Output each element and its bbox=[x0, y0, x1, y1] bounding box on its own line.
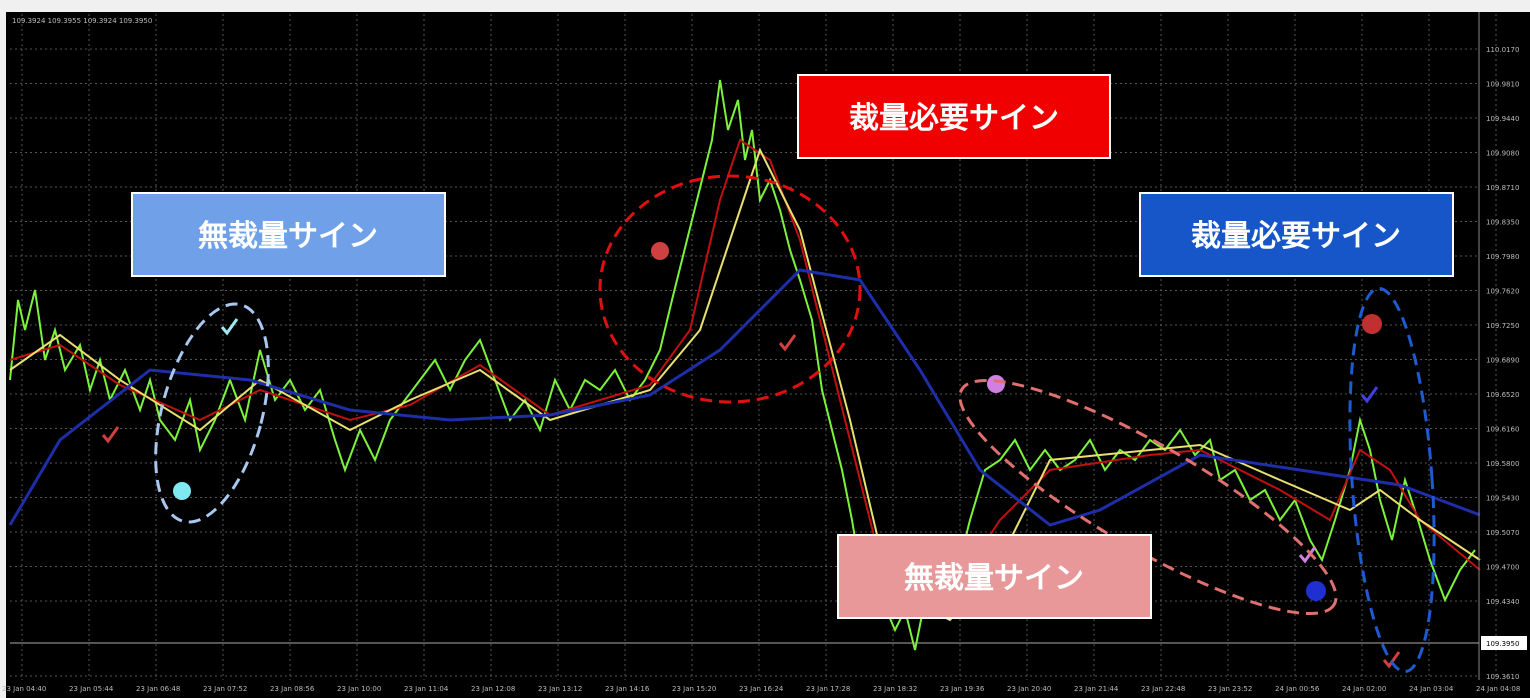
time-label: 23 Jan 19:36 bbox=[940, 685, 985, 693]
annotation-box bbox=[797, 74, 1111, 159]
signal-icon bbox=[173, 482, 191, 500]
time-label: 23 Jan 11:04 bbox=[404, 685, 449, 693]
price-label: 109.3610 bbox=[1486, 673, 1519, 681]
signal-icon bbox=[1362, 314, 1382, 334]
chart-area bbox=[6, 12, 1530, 698]
current-price: 109.3950 bbox=[1486, 640, 1519, 648]
price-label: 109.8350 bbox=[1486, 219, 1519, 227]
annotation-label: 無裁量サイン bbox=[904, 561, 1084, 596]
highlight-ellipse bbox=[1348, 286, 1436, 674]
price-label: 109.6890 bbox=[1486, 357, 1519, 365]
time-label: 23 Jan 21:44 bbox=[1074, 685, 1119, 693]
price-label: 109.9080 bbox=[1486, 150, 1519, 158]
price-label: 109.6520 bbox=[1486, 391, 1519, 399]
time-label: 23 Jan 13:12 bbox=[538, 685, 582, 693]
time-label: 23 Jan 08:56 bbox=[270, 685, 315, 693]
annotation-box bbox=[837, 534, 1152, 619]
price-label: 109.7980 bbox=[1486, 253, 1519, 261]
price-label: 109.9440 bbox=[1486, 115, 1519, 123]
price-label: 109.4700 bbox=[1486, 564, 1519, 572]
ma-blue bbox=[8, 268, 1481, 527]
highlight-ellipse bbox=[154, 302, 270, 524]
price-label: 109.7620 bbox=[1486, 288, 1519, 296]
time-label: 23 Jan 12:08 bbox=[471, 685, 515, 693]
signal-icon bbox=[987, 375, 1005, 393]
annotation-label: 無裁量サイン bbox=[198, 219, 378, 254]
time-label: 24 Jan 04:08 bbox=[1476, 685, 1520, 693]
time-label: 23 Jan 04:40 bbox=[2, 685, 46, 693]
price-label: 109.4340 bbox=[1486, 598, 1519, 606]
time-label: 23 Jan 17:28 bbox=[806, 685, 850, 693]
highlight-ellipse bbox=[598, 174, 862, 404]
time-label: 23 Jan 14:16 bbox=[605, 685, 650, 693]
time-label: 23 Jan 10:00 bbox=[337, 685, 381, 693]
price-label: 109.9810 bbox=[1486, 81, 1519, 89]
time-label: 24 Jan 03:04 bbox=[1409, 685, 1454, 693]
price-label: 109.6160 bbox=[1486, 426, 1519, 434]
time-label: 23 Jan 06:48 bbox=[136, 685, 180, 693]
check-icon bbox=[101, 426, 120, 444]
time-label: 23 Jan 20:40 bbox=[1007, 685, 1051, 693]
price-label: 109.5070 bbox=[1486, 529, 1519, 537]
check-icon bbox=[1360, 386, 1379, 404]
time-label: 23 Jan 18:32 bbox=[873, 685, 917, 693]
price-label: 109.5800 bbox=[1486, 460, 1519, 468]
time-label: 24 Jan 02:00 bbox=[1342, 685, 1386, 693]
annotation-box bbox=[131, 192, 446, 277]
price-label: 109.7250 bbox=[1486, 322, 1519, 330]
signal-icon bbox=[651, 242, 669, 260]
price-label: 109.5430 bbox=[1486, 495, 1519, 503]
time-label: 23 Jan 22:48 bbox=[1141, 685, 1185, 693]
time-label: 23 Jan 16:24 bbox=[739, 685, 784, 693]
check-icon bbox=[1382, 651, 1401, 669]
ma-red bbox=[9, 138, 1481, 612]
time-label: 23 Jan 07:52 bbox=[203, 685, 247, 693]
check-icon bbox=[1298, 546, 1317, 564]
signal-icon bbox=[1306, 581, 1326, 601]
current-price-box bbox=[1481, 636, 1527, 650]
annotation-box bbox=[1139, 192, 1454, 277]
ohlc-header: 109.3924 109.3955 109.3924 109.3950 bbox=[12, 17, 152, 25]
price-label: 109.8710 bbox=[1486, 184, 1519, 192]
price-label: 110.0170 bbox=[1486, 46, 1519, 54]
annotation-label: 裁量必要サイン bbox=[849, 101, 1059, 136]
time-label: 23 Jan 05:44 bbox=[69, 685, 114, 693]
time-label: 24 Jan 00:56 bbox=[1275, 685, 1320, 693]
check-icon bbox=[778, 334, 797, 352]
annotation-label: 裁量必要サイン bbox=[1191, 219, 1401, 254]
time-label: 23 Jan 15:20 bbox=[672, 685, 716, 693]
check-icon bbox=[220, 318, 239, 336]
time-label: 23 Jan 23:52 bbox=[1208, 685, 1252, 693]
